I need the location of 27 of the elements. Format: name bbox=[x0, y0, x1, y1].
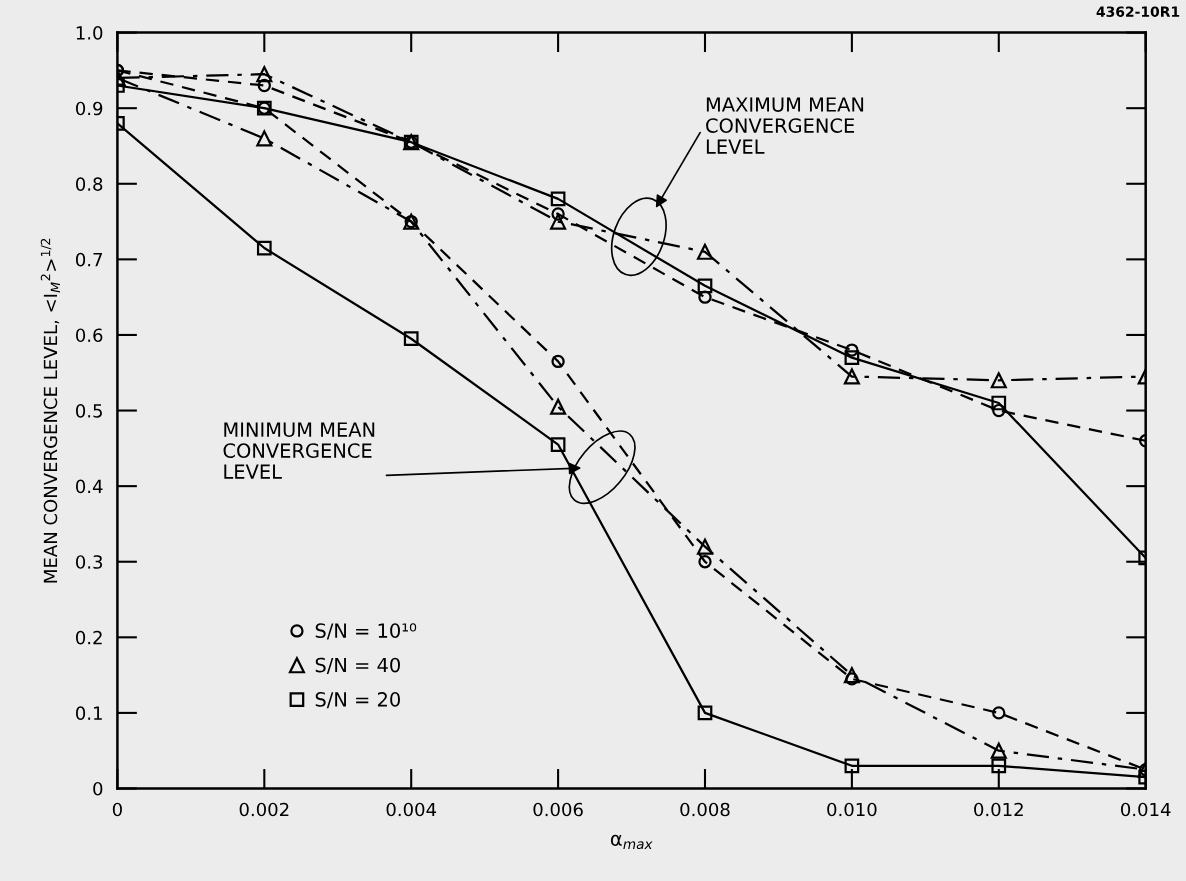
y-tick-label: 0.8 bbox=[76, 177, 103, 191]
annotation: MINIMUM MEAN CONVERGENCE LEVEL bbox=[223, 422, 375, 479]
y-tick-label: 0.9 bbox=[76, 101, 103, 116]
x-tick-label: 0.002 bbox=[239, 802, 289, 817]
y-tick-label: 0.6 bbox=[76, 328, 103, 343]
x-tick-label: 0.010 bbox=[827, 802, 877, 817]
x-tick-label: 0.008 bbox=[680, 802, 730, 817]
annotation: MAXIMUM MEAN CONVERGENCE LEVEL bbox=[706, 97, 864, 154]
y-tick-label: 0.4 bbox=[76, 479, 103, 494]
y-tick-label: 0.1 bbox=[76, 706, 102, 721]
x-tick-label: 0.014 bbox=[1121, 802, 1171, 817]
x-axis-title: α$_{max}$ bbox=[610, 834, 653, 850]
y-tick-label: 0.3 bbox=[76, 555, 103, 569]
y-tick-label: 0.5 bbox=[76, 404, 102, 418]
y-tick-label: 0.2 bbox=[76, 630, 102, 645]
legend-label: S/N = 20 bbox=[315, 692, 400, 709]
legend-label: S/N = 40 bbox=[315, 657, 400, 674]
y-tick-label: 0 bbox=[93, 781, 103, 796]
x-tick-label: 0.012 bbox=[974, 802, 1023, 817]
y-tick-label: 1.0 bbox=[76, 26, 103, 40]
legend-label: S/N = 10¹⁰ bbox=[315, 623, 417, 640]
x-tick-label: 0.006 bbox=[533, 802, 583, 817]
text: 4362-10R1 bbox=[1096, 6, 1180, 17]
y-tick-label: 0.7 bbox=[76, 252, 102, 267]
x-tick-label: 0 bbox=[112, 802, 122, 817]
x-tick-label: 0.004 bbox=[386, 802, 437, 817]
y-axis-title: MEAN CONVERGENCE LEVEL, <I$_{M}$$^{2}$>$^{1/2}$ bbox=[40, 238, 60, 583]
